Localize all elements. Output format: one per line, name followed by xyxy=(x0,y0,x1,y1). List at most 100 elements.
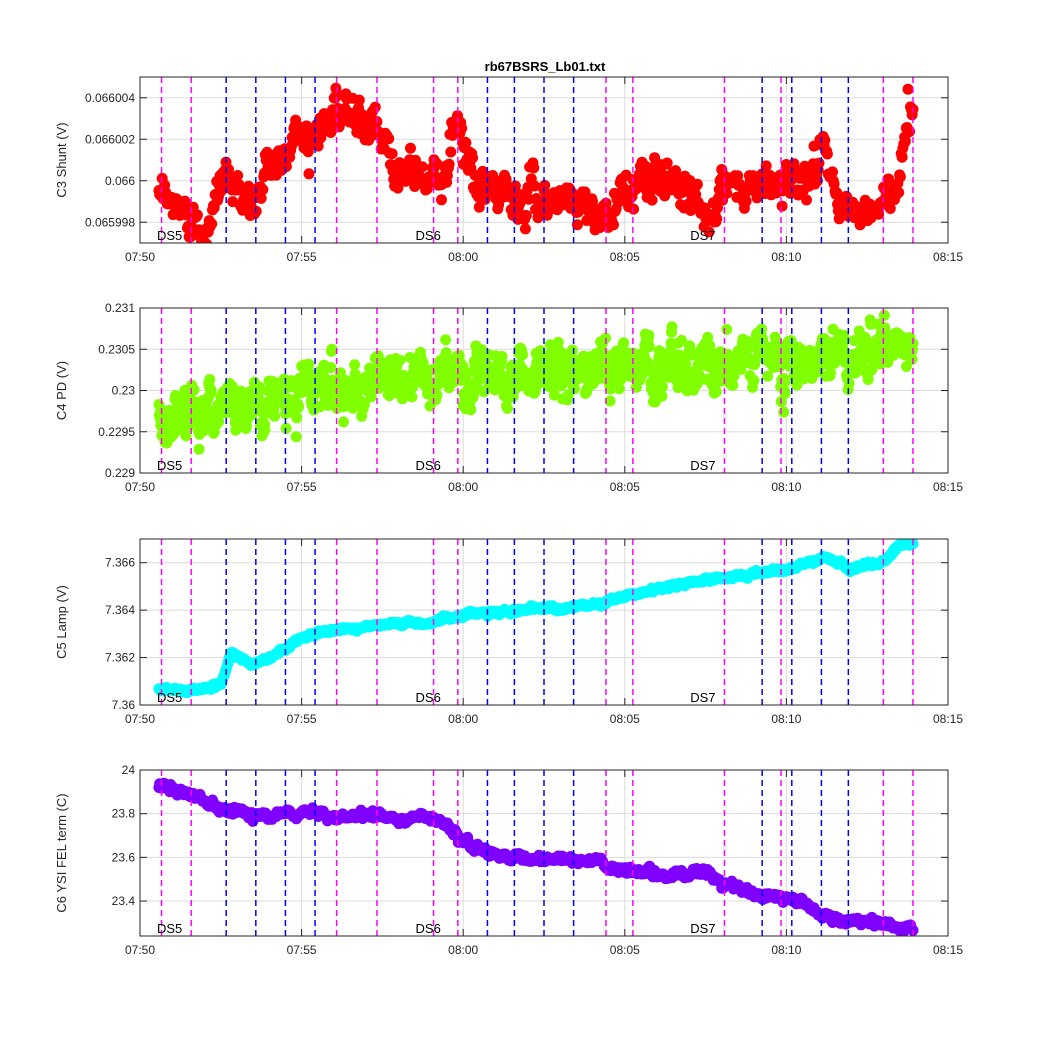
data-point xyxy=(608,219,619,231)
data-point xyxy=(827,166,838,178)
x-tick-label: 08:05 xyxy=(610,250,640,264)
data-point xyxy=(643,329,655,341)
y-tick-label: 0.23 xyxy=(112,384,136,398)
data-point xyxy=(369,101,381,113)
data-point xyxy=(340,375,352,387)
data-point xyxy=(357,111,369,123)
data-point xyxy=(721,324,733,335)
panel-2: 07:50 07:55 08:00 08:05 08:10 08:15 0.229 0.229… xyxy=(54,301,963,494)
data-point xyxy=(672,382,684,394)
data-point xyxy=(431,389,443,401)
ds-label: DS7 xyxy=(690,228,715,243)
data-point xyxy=(233,179,245,191)
data-point xyxy=(517,349,529,361)
y-tick-label: 0.066 xyxy=(105,174,135,188)
ds-label: DS5 xyxy=(157,690,182,705)
data-point xyxy=(496,350,508,362)
data-point xyxy=(839,334,851,346)
y-tick-label: 0.229 xyxy=(105,466,135,480)
y-tick-label: 0.231 xyxy=(105,301,135,315)
data-point xyxy=(760,160,772,172)
data-point xyxy=(676,334,688,346)
data-point xyxy=(703,226,715,238)
x-tick-label: 08:00 xyxy=(448,943,478,957)
data-point xyxy=(661,157,673,169)
data-point xyxy=(326,343,338,355)
x-tick-label: 08:10 xyxy=(771,250,801,264)
data-point xyxy=(571,219,583,231)
ds-label: DS7 xyxy=(690,690,715,705)
data-point xyxy=(896,151,908,163)
data-point xyxy=(179,195,191,207)
data-point xyxy=(566,344,578,356)
data-point xyxy=(325,362,337,373)
data-point xyxy=(261,146,273,158)
data-point xyxy=(893,187,905,198)
ds-label: DS5 xyxy=(157,458,182,473)
data-point xyxy=(180,430,192,442)
data-point xyxy=(711,213,723,225)
data-point xyxy=(519,223,531,235)
data-point xyxy=(349,359,361,371)
x-tick-label: 08:05 xyxy=(610,943,640,957)
y-tick-label: 23.6 xyxy=(112,850,136,864)
data-point xyxy=(509,180,521,192)
data-point xyxy=(473,201,485,213)
data-point xyxy=(884,203,896,214)
axes-box xyxy=(139,76,949,244)
data-point xyxy=(188,384,200,396)
y-axis-label: C3 Shunt (V) xyxy=(54,122,69,197)
series-points xyxy=(153,309,919,455)
data-point xyxy=(232,170,244,181)
data-point xyxy=(811,175,823,187)
y-tick-label: 7.362 xyxy=(105,651,135,665)
data-point xyxy=(645,185,657,197)
y-tick-label: 0.066002 xyxy=(85,132,135,146)
data-point xyxy=(529,180,541,192)
data-point xyxy=(243,180,255,192)
data-point xyxy=(383,133,395,145)
data-point xyxy=(613,383,625,395)
data-point xyxy=(843,377,855,389)
series-points xyxy=(153,777,919,936)
x-tick-label: 08:15 xyxy=(933,943,963,957)
data-point xyxy=(813,157,825,169)
x-tick-label: 08:10 xyxy=(771,943,801,957)
y-tick-label: 24 xyxy=(122,763,136,777)
data-point xyxy=(680,358,692,369)
x-tick-label: 08:10 xyxy=(771,712,801,726)
data-point xyxy=(205,385,217,397)
data-point xyxy=(778,406,790,418)
x-tick-label: 07:55 xyxy=(287,250,317,264)
data-point xyxy=(353,94,365,106)
series-points xyxy=(153,82,919,243)
ds-label: DS6 xyxy=(416,921,441,936)
y-tick-label: 0.2295 xyxy=(98,425,135,439)
y-axis-label: C4 PD (V) xyxy=(54,361,69,420)
data-point xyxy=(646,194,658,206)
x-tick-label: 08:05 xyxy=(610,480,640,494)
data-point xyxy=(191,209,203,221)
ds-label: DS5 xyxy=(157,228,182,243)
data-point xyxy=(865,318,877,330)
data-point xyxy=(873,208,885,220)
data-point xyxy=(762,370,774,382)
data-point xyxy=(656,390,668,402)
data-point xyxy=(226,380,238,392)
data-point xyxy=(436,194,447,206)
data-point xyxy=(666,321,678,333)
data-point xyxy=(359,398,371,410)
data-point xyxy=(443,158,455,170)
data-point xyxy=(656,381,668,393)
data-point xyxy=(604,395,616,407)
data-point xyxy=(290,431,302,443)
data-point xyxy=(206,218,218,230)
y-tick-label: 7.36 xyxy=(112,698,136,712)
x-tick-label: 07:50 xyxy=(125,712,155,726)
data-point xyxy=(568,383,580,395)
data-point xyxy=(670,165,682,177)
data-point xyxy=(440,347,452,359)
y-tick-label: 0.065998 xyxy=(85,215,135,229)
panel-1: 07:50 07:55 08:00 08:05 08:10 08:15 0.065998 0.… xyxy=(54,76,963,264)
